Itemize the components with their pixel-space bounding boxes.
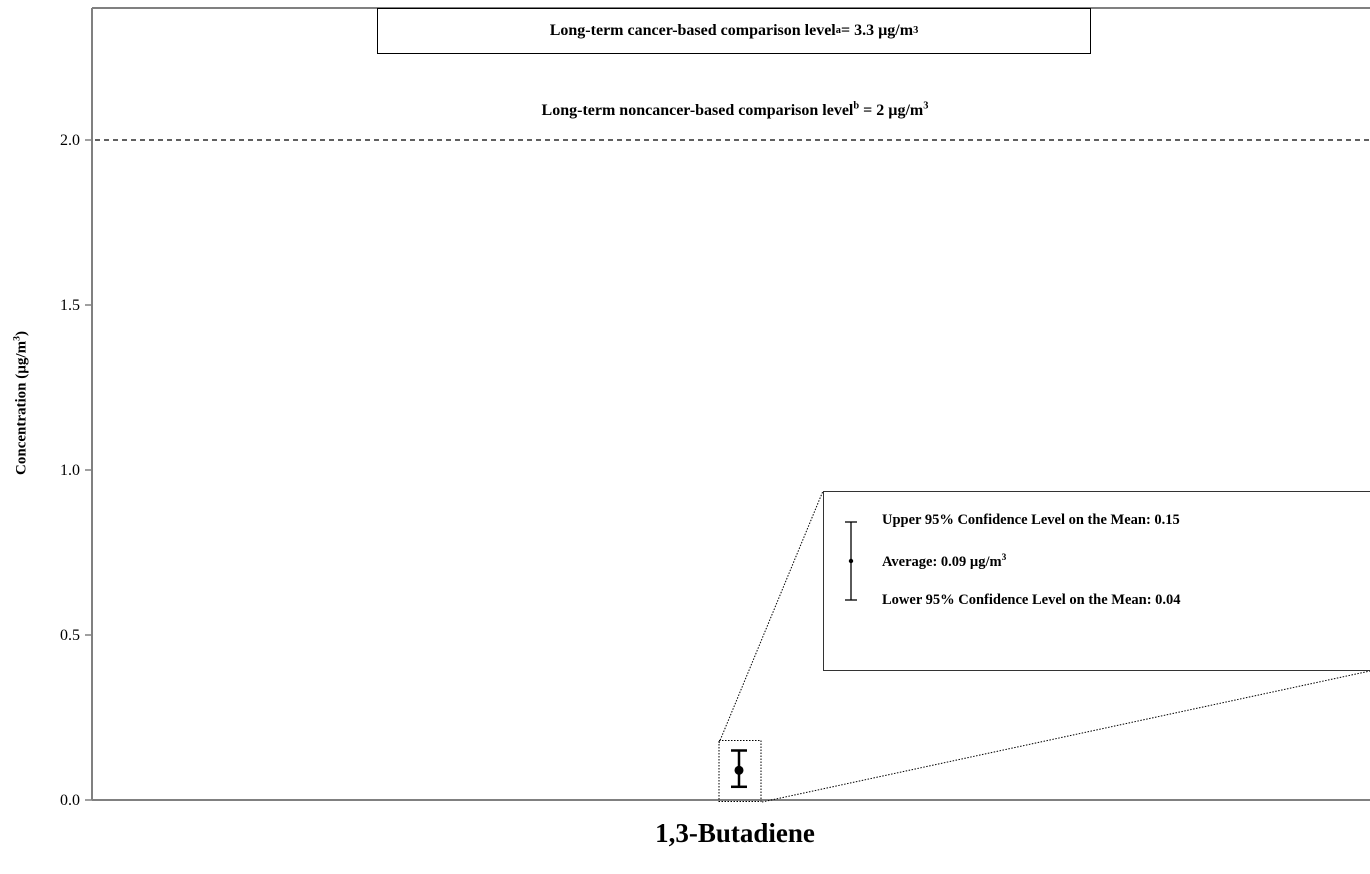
zoom-connector-top: [719, 491, 823, 743]
y-axis-label: Concentration (µg/m3): [14, 331, 31, 475]
y-tick-label: 0.0: [60, 792, 80, 809]
y-tick-label: 1.5: [60, 297, 80, 314]
noncancer-comparison-label: Long-term noncancer-based comparison lev…: [380, 102, 1090, 120]
legend-average-text: Average: 0.09 µg/m3: [882, 554, 1006, 571]
data-points: [719, 741, 761, 802]
zoom-connector-bottom: [762, 671, 1370, 802]
legend-upper-text: Upper 95% Confidence Level on the Mean: …: [882, 512, 1180, 529]
x-category-label: 1,3-Butadiene: [640, 818, 830, 849]
legend-inset: Upper 95% Confidence Level on the Mean: …: [823, 491, 1370, 671]
y-tick-label: 1.0: [60, 462, 80, 479]
legend-lower-text: Lower 95% Confidence Level on the Mean: …: [882, 592, 1181, 609]
y-ticks: 0.0 0.5 1.0 1.5 2.0: [60, 132, 92, 809]
legend-errorbar-icon: [824, 492, 884, 672]
y-tick-label: 2.0: [60, 132, 80, 149]
y-tick-label: 0.5: [60, 627, 80, 644]
cancer-comparison-label: Long-term cancer-based comparison level a…: [377, 8, 1091, 54]
average-point: [735, 766, 744, 775]
